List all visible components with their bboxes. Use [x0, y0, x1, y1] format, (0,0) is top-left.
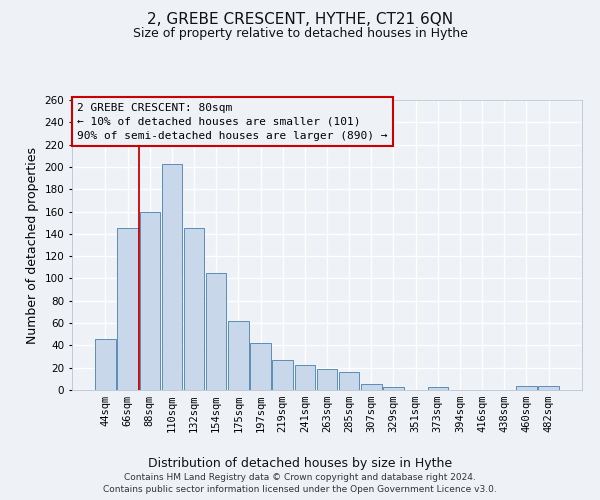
Bar: [250, 343, 271, 390]
Bar: [95, 338, 116, 390]
Bar: [383, 386, 404, 390]
Bar: [339, 372, 359, 390]
Bar: [140, 212, 160, 390]
Bar: [317, 369, 337, 390]
Bar: [206, 273, 226, 390]
Bar: [118, 228, 138, 390]
Bar: [428, 386, 448, 390]
Text: Size of property relative to detached houses in Hythe: Size of property relative to detached ho…: [133, 28, 467, 40]
Bar: [272, 360, 293, 390]
Y-axis label: Number of detached properties: Number of detached properties: [26, 146, 39, 344]
Text: 2, GREBE CRESCENT, HYTHE, CT21 6QN: 2, GREBE CRESCENT, HYTHE, CT21 6QN: [147, 12, 453, 28]
Text: Contains public sector information licensed under the Open Government Licence v3: Contains public sector information licen…: [103, 485, 497, 494]
Bar: [295, 366, 315, 390]
Text: 2 GREBE CRESCENT: 80sqm
← 10% of detached houses are smaller (101)
90% of semi-d: 2 GREBE CRESCENT: 80sqm ← 10% of detache…: [77, 103, 388, 141]
Bar: [184, 228, 204, 390]
Bar: [538, 386, 559, 390]
Bar: [161, 164, 182, 390]
Text: Distribution of detached houses by size in Hythe: Distribution of detached houses by size …: [148, 458, 452, 470]
Text: Contains HM Land Registry data © Crown copyright and database right 2024.: Contains HM Land Registry data © Crown c…: [124, 472, 476, 482]
Bar: [516, 386, 536, 390]
Bar: [228, 321, 248, 390]
Bar: [361, 384, 382, 390]
